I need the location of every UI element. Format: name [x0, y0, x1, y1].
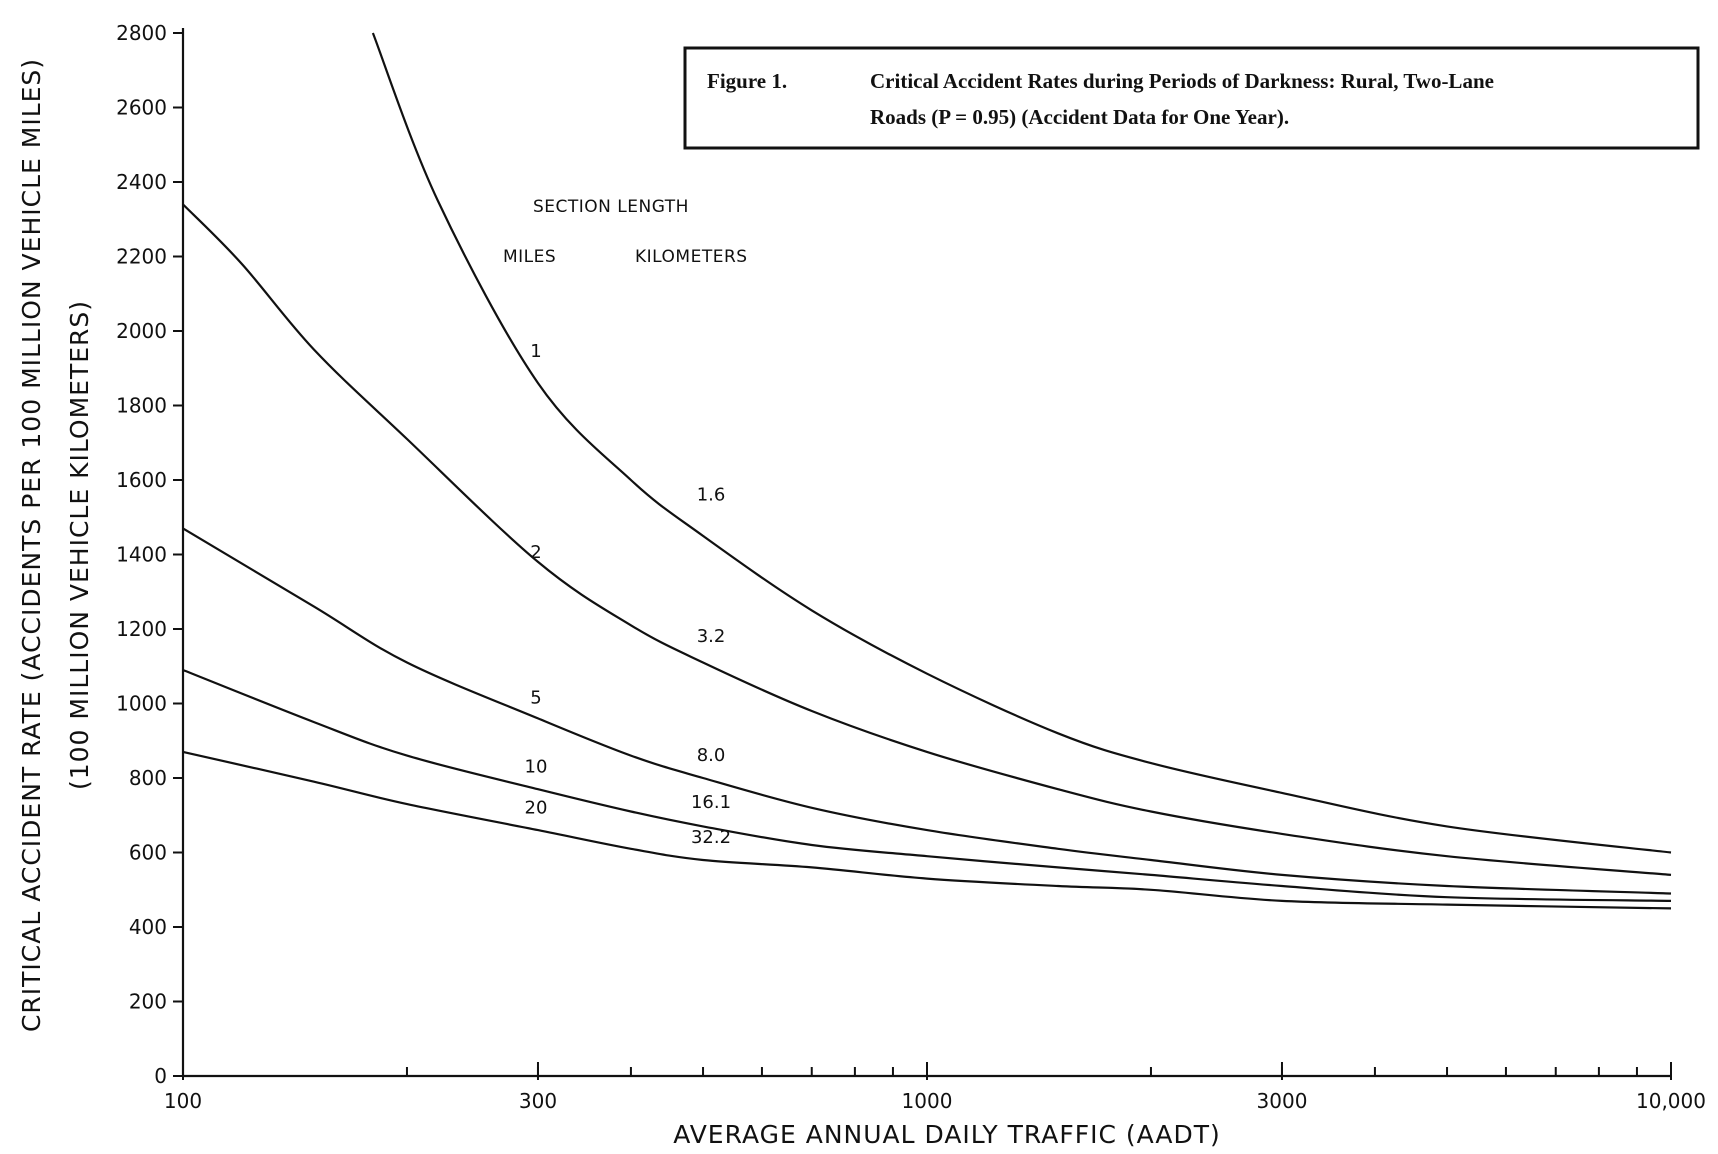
series-label-km: 16.1	[691, 792, 731, 813]
curves: 1 1.6 2 3.2 5 8.0 10 16.1 20 32.2	[182, 32, 1672, 910]
series-label-km: 1.6	[697, 484, 726, 505]
series-label-miles: 5	[530, 688, 541, 709]
x-axis-label: AVERAGE ANNUAL DAILY TRAFFIC (AADT)	[673, 1120, 1221, 1149]
y-tick-label: 400	[129, 915, 167, 939]
series-line-5-mile	[182, 527, 1672, 895]
series-label-miles: 1	[530, 341, 541, 362]
series-line-1-mile	[371, 32, 1672, 854]
x-tick-label: 10,000	[1636, 1089, 1706, 1113]
y-axis-label: CRITICAL ACCIDENT RATE (ACCIDENTS PER 10…	[17, 58, 46, 1032]
y-tick-label: 600	[129, 841, 167, 865]
axes: 0200400600800100012001400160018002000220…	[116, 21, 1706, 1113]
x-tick-label: 300	[519, 1089, 557, 1113]
series-label-km: 32.2	[691, 827, 731, 848]
y-tick-label: 2600	[116, 96, 167, 120]
series-line-20-mile	[182, 750, 1672, 910]
y-tick-label: 2800	[116, 21, 167, 45]
legend-header: SECTION LENGTH	[533, 197, 689, 217]
y-tick-label: 2200	[116, 245, 167, 269]
title-line-2: Roads (P = 0.95) (Accident Data for One …	[870, 105, 1289, 129]
x-tick-label: 1000	[902, 1089, 953, 1113]
series-label-miles: 2	[530, 542, 541, 563]
legend-col-km: KILOMETERS	[635, 247, 748, 267]
title-box-frame	[683, 46, 1700, 150]
series-line-2-mile	[182, 203, 1672, 876]
y-tick-label: 1000	[116, 692, 167, 716]
y-tick-label: 1400	[116, 543, 167, 567]
y-tick-label: 0	[154, 1064, 167, 1088]
x-tick-label: 3000	[1257, 1089, 1308, 1113]
y-tick-label: 1800	[116, 394, 167, 418]
x-tick-label: 100	[164, 1089, 202, 1113]
series-label-miles: 20	[525, 797, 548, 818]
y-tick-label: 2400	[116, 170, 167, 194]
series-label-km: 8.0	[697, 745, 726, 766]
title-box: Figure 1. Critical Accident Rates during…	[683, 46, 1700, 150]
y-tick-label: 200	[129, 990, 167, 1014]
y-tick-label: 1200	[116, 617, 167, 641]
y-tick-label: 2000	[116, 319, 167, 343]
series-label-km: 3.2	[697, 626, 726, 647]
y-tick-label: 1600	[116, 468, 167, 492]
title-line-1: Critical Accident Rates during Periods o…	[870, 69, 1494, 93]
legend-col-miles: MILES	[503, 247, 556, 267]
series-line-10-mile	[182, 668, 1672, 902]
y-axis-label-2: (100 MILLION VEHICLE KILOMETERS)	[65, 300, 94, 790]
y-tick-label: 800	[129, 766, 167, 790]
legend: SECTION LENGTH MILES KILOMETERS	[503, 197, 748, 267]
series-label-miles: 10	[525, 756, 548, 777]
figure-label: Figure 1.	[707, 69, 787, 93]
